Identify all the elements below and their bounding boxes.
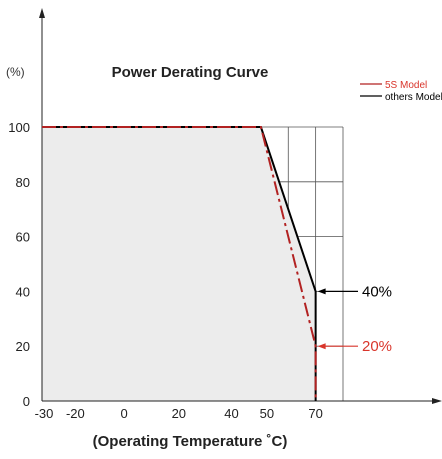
shaded-area [42, 127, 316, 401]
chart-title: Power Derating Curve [112, 64, 269, 81]
annotations: 40% 20% [317, 283, 392, 355]
x-tick-label: 0 [120, 406, 127, 421]
x-tick-label: -20 [66, 406, 85, 421]
y-axis-arrow [39, 8, 45, 18]
x-tick-label: 50 [260, 406, 274, 421]
shaded-region [42, 127, 316, 401]
annotation-arrowhead [317, 343, 326, 350]
legend-label: others Model [385, 92, 442, 103]
y-tick-label: 60 [16, 230, 30, 245]
y-tick-label: 0 [23, 394, 30, 409]
x-tick-label: 40 [224, 406, 238, 421]
y-tick-label: 20 [16, 339, 30, 354]
x-axis-label: (Operating Temperature ˚C) [93, 433, 288, 450]
annotation-label: 20% [362, 338, 392, 355]
annotation-label: 40% [362, 283, 392, 300]
y-tick-label: 40 [16, 284, 30, 299]
series-lines [42, 126, 317, 401]
y-axis-label: (%) [6, 65, 25, 79]
legend-label: 5S Model [385, 80, 427, 91]
annotation-arrowhead [317, 288, 326, 295]
tick-labels: -30 -20 0 20 40 50 70 0 20 40 60 80 100 [8, 120, 323, 421]
series-line [42, 126, 317, 401]
x-tick-label: -30 [35, 406, 54, 421]
y-tick-label: 80 [16, 175, 30, 190]
x-axis-arrow [432, 398, 442, 404]
y-tick-label: 100 [8, 120, 30, 135]
x-tick-label: 70 [308, 406, 322, 421]
axes [39, 8, 442, 404]
x-tick-label: 20 [172, 406, 186, 421]
